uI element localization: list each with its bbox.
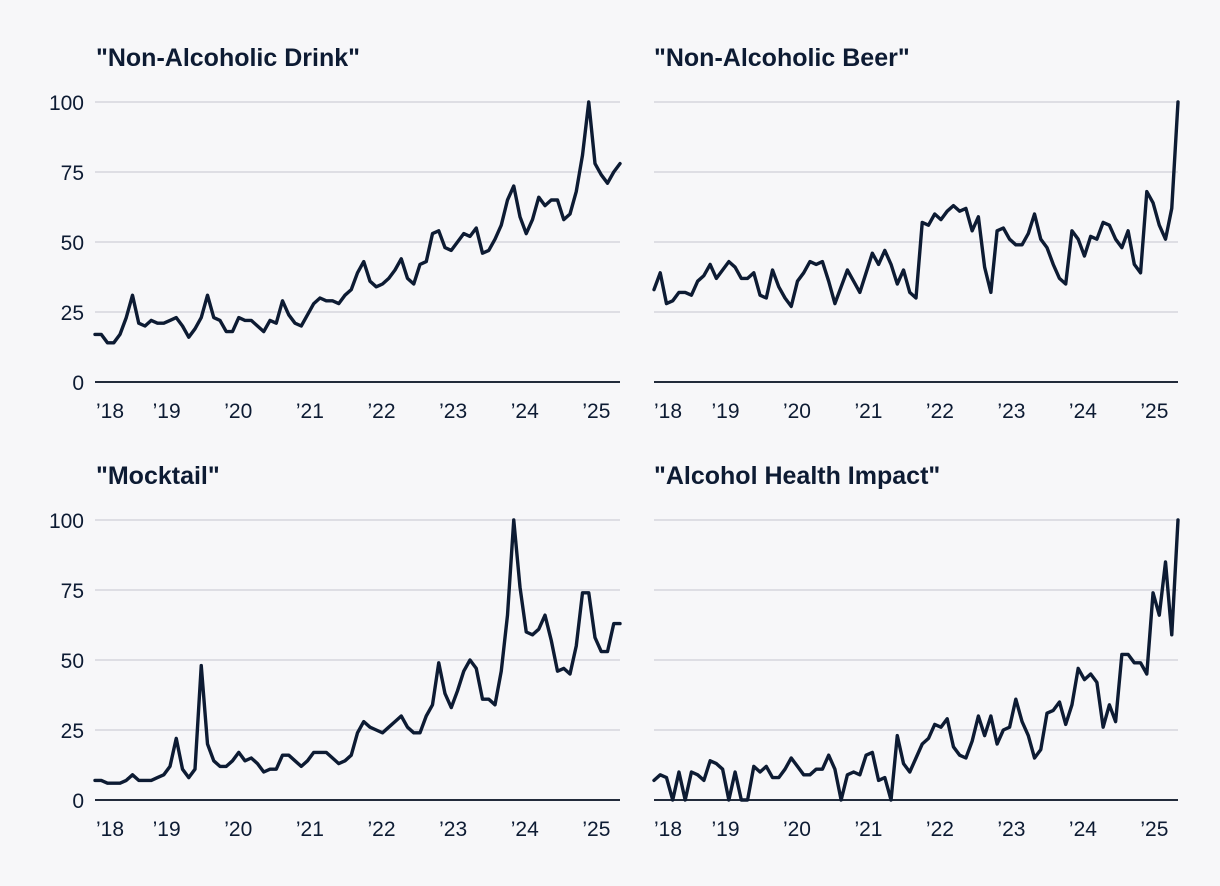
chart-title: "Non-Alcoholic Beer" bbox=[654, 44, 910, 72]
x-tick-label: ’22 bbox=[926, 400, 954, 423]
x-tick-label: ’25 bbox=[582, 818, 610, 841]
y-tick-label: 75 bbox=[61, 580, 84, 603]
y-tick-label: 75 bbox=[61, 162, 84, 185]
chart-title: "Non-Alcoholic Drink" bbox=[96, 44, 360, 72]
series-line bbox=[652, 100, 1180, 309]
y-tick-label: 25 bbox=[61, 302, 84, 325]
chart-panel-non-alcoholic-beer: "Non-Alcoholic Beer" ’18 ’19 ’20 ’21 ’22 ’23 ’2… bbox=[652, 44, 1180, 423]
x-tick-label: ’25 bbox=[1140, 400, 1168, 423]
x-tick-label: ’21 bbox=[854, 400, 882, 423]
x-tick-label: ’22 bbox=[926, 818, 954, 841]
x-tick-label: ’22 bbox=[367, 818, 395, 841]
x-tick-label: ’23 bbox=[439, 818, 467, 841]
x-tick-label: ’24 bbox=[1069, 400, 1097, 423]
x-tick-label: ’25 bbox=[582, 400, 610, 423]
y-tick-label: 0 bbox=[72, 790, 84, 813]
y-tick-label: 0 bbox=[72, 372, 84, 395]
chart-panel-non-alcoholic-drink: "Non-Alcoholic Drink" 0 25 50 75 100 ’18 ’19 ’20… bbox=[49, 44, 622, 423]
series-line bbox=[652, 518, 1180, 802]
chart-panel-alcohol-health-impact: "Alcohol Health Impact" ’18 ’19 ’20 ’21 ’22 ’2… bbox=[652, 462, 1180, 841]
x-tick-label: ’20 bbox=[224, 818, 252, 841]
x-tick-label: ’23 bbox=[997, 400, 1025, 423]
x-tick-label: ’18 bbox=[654, 818, 682, 841]
x-tick-label: ’19 bbox=[711, 400, 739, 423]
chart-title: "Alcohol Health Impact" bbox=[654, 462, 940, 490]
y-tick-label: 100 bbox=[49, 92, 84, 115]
x-tick-label: ’20 bbox=[224, 400, 252, 423]
x-tick-label: ’24 bbox=[1069, 818, 1097, 841]
x-tick-label: ’20 bbox=[783, 818, 811, 841]
x-tick-label: ’24 bbox=[511, 400, 539, 423]
y-tick-label: 50 bbox=[61, 232, 84, 255]
x-tick-label: ’22 bbox=[367, 400, 395, 423]
y-tick-label: 100 bbox=[49, 510, 84, 533]
x-tick-label: ’18 bbox=[96, 400, 124, 423]
x-tick-label: ’21 bbox=[854, 818, 882, 841]
x-tick-label: ’19 bbox=[153, 400, 181, 423]
x-tick-label: ’19 bbox=[711, 818, 739, 841]
x-tick-label: ’24 bbox=[511, 818, 539, 841]
x-tick-label: ’21 bbox=[296, 400, 324, 423]
x-tick-label: ’21 bbox=[296, 818, 324, 841]
series-line bbox=[93, 518, 622, 785]
x-tick-label: ’19 bbox=[153, 818, 181, 841]
chart-title: "Mocktail" bbox=[96, 462, 220, 490]
y-tick-label: 25 bbox=[61, 720, 84, 743]
x-tick-label: ’23 bbox=[997, 818, 1025, 841]
x-tick-label: ’25 bbox=[1140, 818, 1168, 841]
x-tick-label: ’18 bbox=[96, 818, 124, 841]
x-tick-label: ’20 bbox=[783, 400, 811, 423]
x-tick-label: ’18 bbox=[654, 400, 682, 423]
chart-panel-mocktail: "Mocktail" 0 25 50 75 100 ’18 ’19 ’20 ’21 ’22 ’23 ’2… bbox=[49, 462, 622, 841]
y-tick-label: 50 bbox=[61, 650, 84, 673]
series-line bbox=[93, 100, 622, 345]
x-tick-label: ’23 bbox=[439, 400, 467, 423]
